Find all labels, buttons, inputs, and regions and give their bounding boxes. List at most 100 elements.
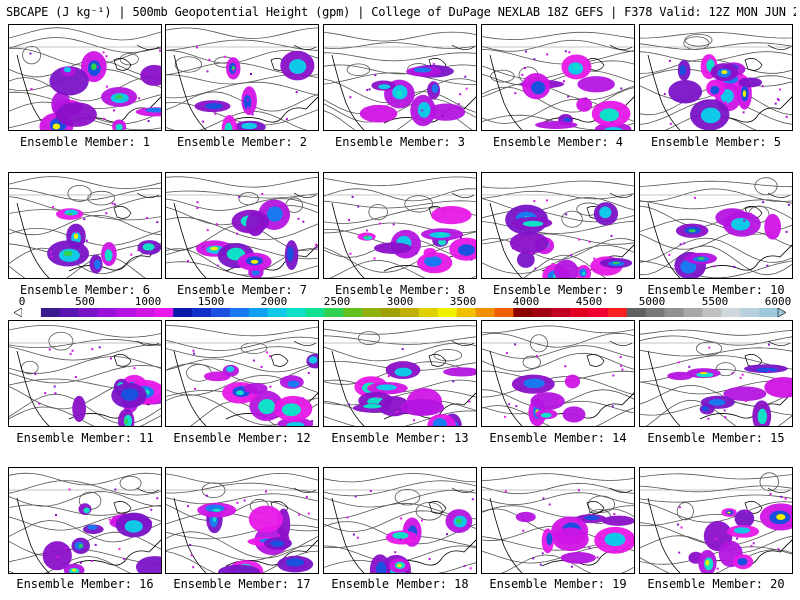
ensemble-member-label: Ensemble Member: 15 [647, 431, 785, 445]
colorbar-swatch [759, 308, 779, 317]
colorbar-tick-label: 6000 [764, 295, 792, 308]
ensemble-map-panel [323, 320, 477, 427]
map-plot [324, 325, 476, 426]
colorbar-swatch [664, 308, 684, 317]
map-plot [640, 177, 792, 278]
ensemble-member-label: Ensemble Member: 3 [334, 135, 466, 149]
colorbar-tick-label: 3500 [449, 295, 477, 308]
ensemble-map-panel [481, 172, 635, 279]
ensemble-map-panel [639, 172, 793, 279]
colorbar-tick-label: 0 [18, 295, 26, 308]
colorbar-swatch [475, 308, 495, 317]
map-plot [482, 473, 634, 573]
ensemble-member-label: Ensemble Member: 5 [650, 135, 782, 149]
ensemble-member-label: Ensemble Member: 7 [176, 283, 308, 297]
map-plot [640, 329, 792, 426]
ensemble-member-label: Ensemble Member: 4 [492, 135, 624, 149]
colorbar-swatch [116, 308, 136, 317]
map-plot [9, 27, 161, 130]
colorbar-swatch [400, 308, 420, 317]
colorbar-swatch [532, 308, 552, 317]
colorbar-swatch [607, 308, 628, 317]
colorbar-swatch [97, 308, 117, 317]
colorbar-swatch [362, 308, 382, 317]
ensemble-member-label: Ensemble Member: 16 [16, 577, 154, 591]
ensemble-member-label: Ensemble Member: 9 [492, 283, 624, 297]
colorbar-tick-label: 4000 [512, 295, 540, 308]
map-plot [166, 472, 318, 573]
colorbar-swatch [437, 308, 457, 317]
ensemble-map-panel [639, 24, 793, 131]
map-plot [9, 472, 161, 573]
colorbar-swatch [78, 308, 98, 317]
colorbar-swatch [645, 308, 665, 317]
colorbar-swatch [456, 308, 476, 317]
colorbar [14, 308, 786, 317]
ensemble-map-panel [323, 172, 477, 279]
colorbar-left-arrow [14, 308, 23, 317]
map-plot [166, 27, 318, 130]
colorbar-swatch [513, 308, 533, 317]
colorbar-tick-label: 2500 [323, 295, 351, 308]
colorbar-swatch [248, 308, 268, 317]
ensemble-map-panel [165, 320, 319, 427]
colorbar-swatch [626, 308, 646, 317]
map-plot [482, 325, 634, 426]
ensemble-member-label: Ensemble Member: 13 [331, 431, 469, 445]
colorbar-swatch [173, 308, 193, 317]
map-plot [482, 180, 634, 278]
ensemble-member-label: Ensemble Member: 1 [19, 135, 151, 149]
ensemble-member-label: Ensemble Member: 19 [489, 577, 627, 591]
ensemble-map-panel [481, 320, 635, 427]
map-plot [9, 325, 161, 426]
ensemble-member-label: Ensemble Member: 14 [489, 431, 627, 445]
map-plot [640, 472, 792, 573]
ensemble-map-panel [8, 24, 162, 131]
colorbar-tick-label: 1500 [197, 295, 225, 308]
ensemble-member-label: Ensemble Member: 12 [173, 431, 311, 445]
colorbar-swatch [702, 308, 722, 317]
ensemble-map-panel [323, 24, 477, 131]
colorbar-tick-labels: 0 500 1000 1500 2000 2500 3000 3500 4000 4500 5000… [0, 296, 800, 308]
ensemble-map-panel [8, 320, 162, 427]
colorbar-swatch [740, 308, 760, 317]
colorbar-swatch [267, 308, 287, 317]
colorbar-swatch [22, 308, 42, 317]
colorbar-tick-label: 500 [75, 295, 95, 308]
colorbar-tick-label: 5000 [638, 295, 666, 308]
ensemble-member-label: Ensemble Member: 17 [173, 577, 311, 591]
colorbar-swatch [229, 308, 250, 317]
ensemble-map-panel [481, 467, 635, 574]
map-plot [166, 325, 318, 426]
colorbar-swatch [286, 308, 306, 317]
map-plot [324, 31, 476, 130]
ensemble-map-panel [639, 320, 793, 427]
ensemble-map-panel [481, 24, 635, 131]
ensemble-member-label: Ensemble Member: 10 [647, 283, 785, 297]
ensemble-map-panel [639, 467, 793, 574]
page-title: SBCAPE (J kg⁻¹) | 500mb Geopotential Hei… [6, 5, 796, 19]
colorbar-swatch [343, 308, 363, 317]
colorbar-tick-label: 3000 [386, 295, 414, 308]
ensemble-map-panel [8, 172, 162, 279]
colorbar-swatch [551, 308, 571, 317]
colorbar-swatch [570, 308, 590, 317]
colorbar-swatch [305, 308, 325, 317]
colorbar-right-arrow [777, 308, 786, 317]
colorbar-swatch [683, 308, 703, 317]
ensemble-map-panel [165, 24, 319, 131]
ensemble-member-label: Ensemble Member: 11 [16, 431, 154, 445]
colorbar-tick-label: 1000 [134, 295, 162, 308]
colorbar-swatch [589, 308, 609, 317]
ensemble-map-panel [323, 467, 477, 574]
colorbar-tick-label: 4500 [575, 295, 603, 308]
colorbar-swatch [721, 308, 741, 317]
ensemble-member-label: Ensemble Member: 18 [331, 577, 469, 591]
colorbar-swatch [135, 308, 155, 317]
colorbar-tick-label: 5500 [701, 295, 729, 308]
ensemble-member-label: Ensemble Member: 6 [19, 283, 151, 297]
map-plot [324, 176, 476, 278]
colorbar-swatch [381, 308, 401, 317]
ensemble-member-label: Ensemble Member: 2 [176, 135, 308, 149]
colorbar-swatch [192, 308, 212, 317]
